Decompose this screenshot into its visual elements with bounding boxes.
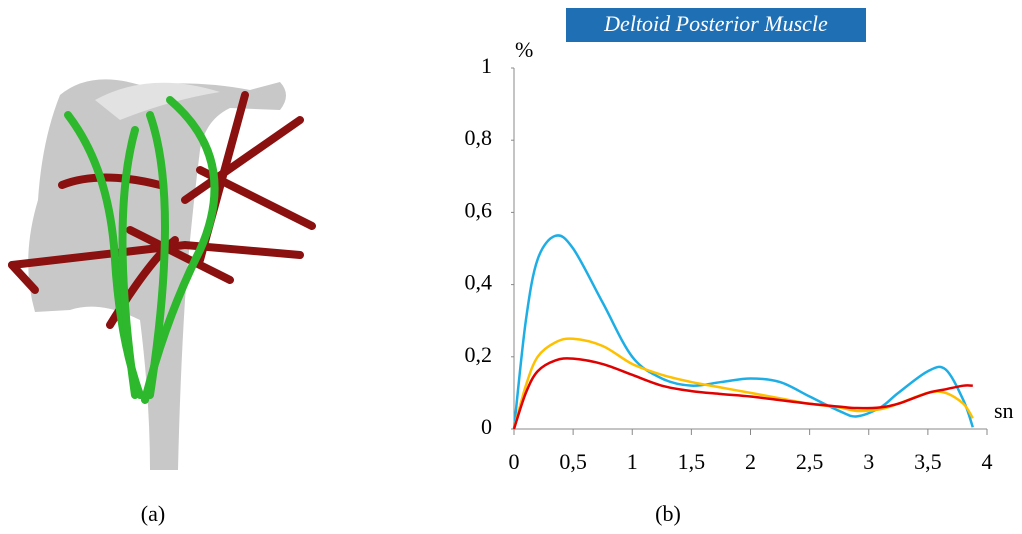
series-line	[512, 234, 974, 430]
x-tick-label: 3,5	[914, 449, 942, 474]
shoulder-illustration	[8, 79, 316, 470]
y-tick-label: 0,4	[465, 270, 493, 295]
series-line	[512, 357, 973, 430]
chart-title: Deltoid Posterior Muscle	[603, 11, 828, 36]
x-tick-label: 0	[509, 449, 520, 474]
y-tick-label: 1	[481, 53, 492, 78]
caption: (b)	[655, 501, 681, 526]
y-tick-label: 0,8	[465, 125, 493, 150]
title-box	[566, 8, 866, 42]
x-tick-label: 1,5	[678, 449, 706, 474]
x-tick-label: 1	[627, 449, 638, 474]
y-tick-label: 0,2	[465, 342, 493, 367]
bone-highlight	[95, 82, 220, 120]
x-tick-label: 0,5	[559, 449, 587, 474]
x-tick-label: 2,5	[796, 449, 824, 474]
x-tick-label: 3	[863, 449, 874, 474]
red-muscles	[8, 91, 316, 329]
x-axis-label: sn	[994, 398, 1014, 423]
caption: (a)	[141, 501, 165, 526]
series-line	[512, 337, 974, 430]
x-tick-label: 2	[745, 449, 756, 474]
y-tick-label: 0	[481, 414, 492, 439]
x-tick-label: 4	[982, 449, 993, 474]
green-muscles	[64, 96, 219, 404]
y-axis-label: %	[515, 37, 533, 62]
y-tick-label: 0,6	[465, 197, 493, 222]
